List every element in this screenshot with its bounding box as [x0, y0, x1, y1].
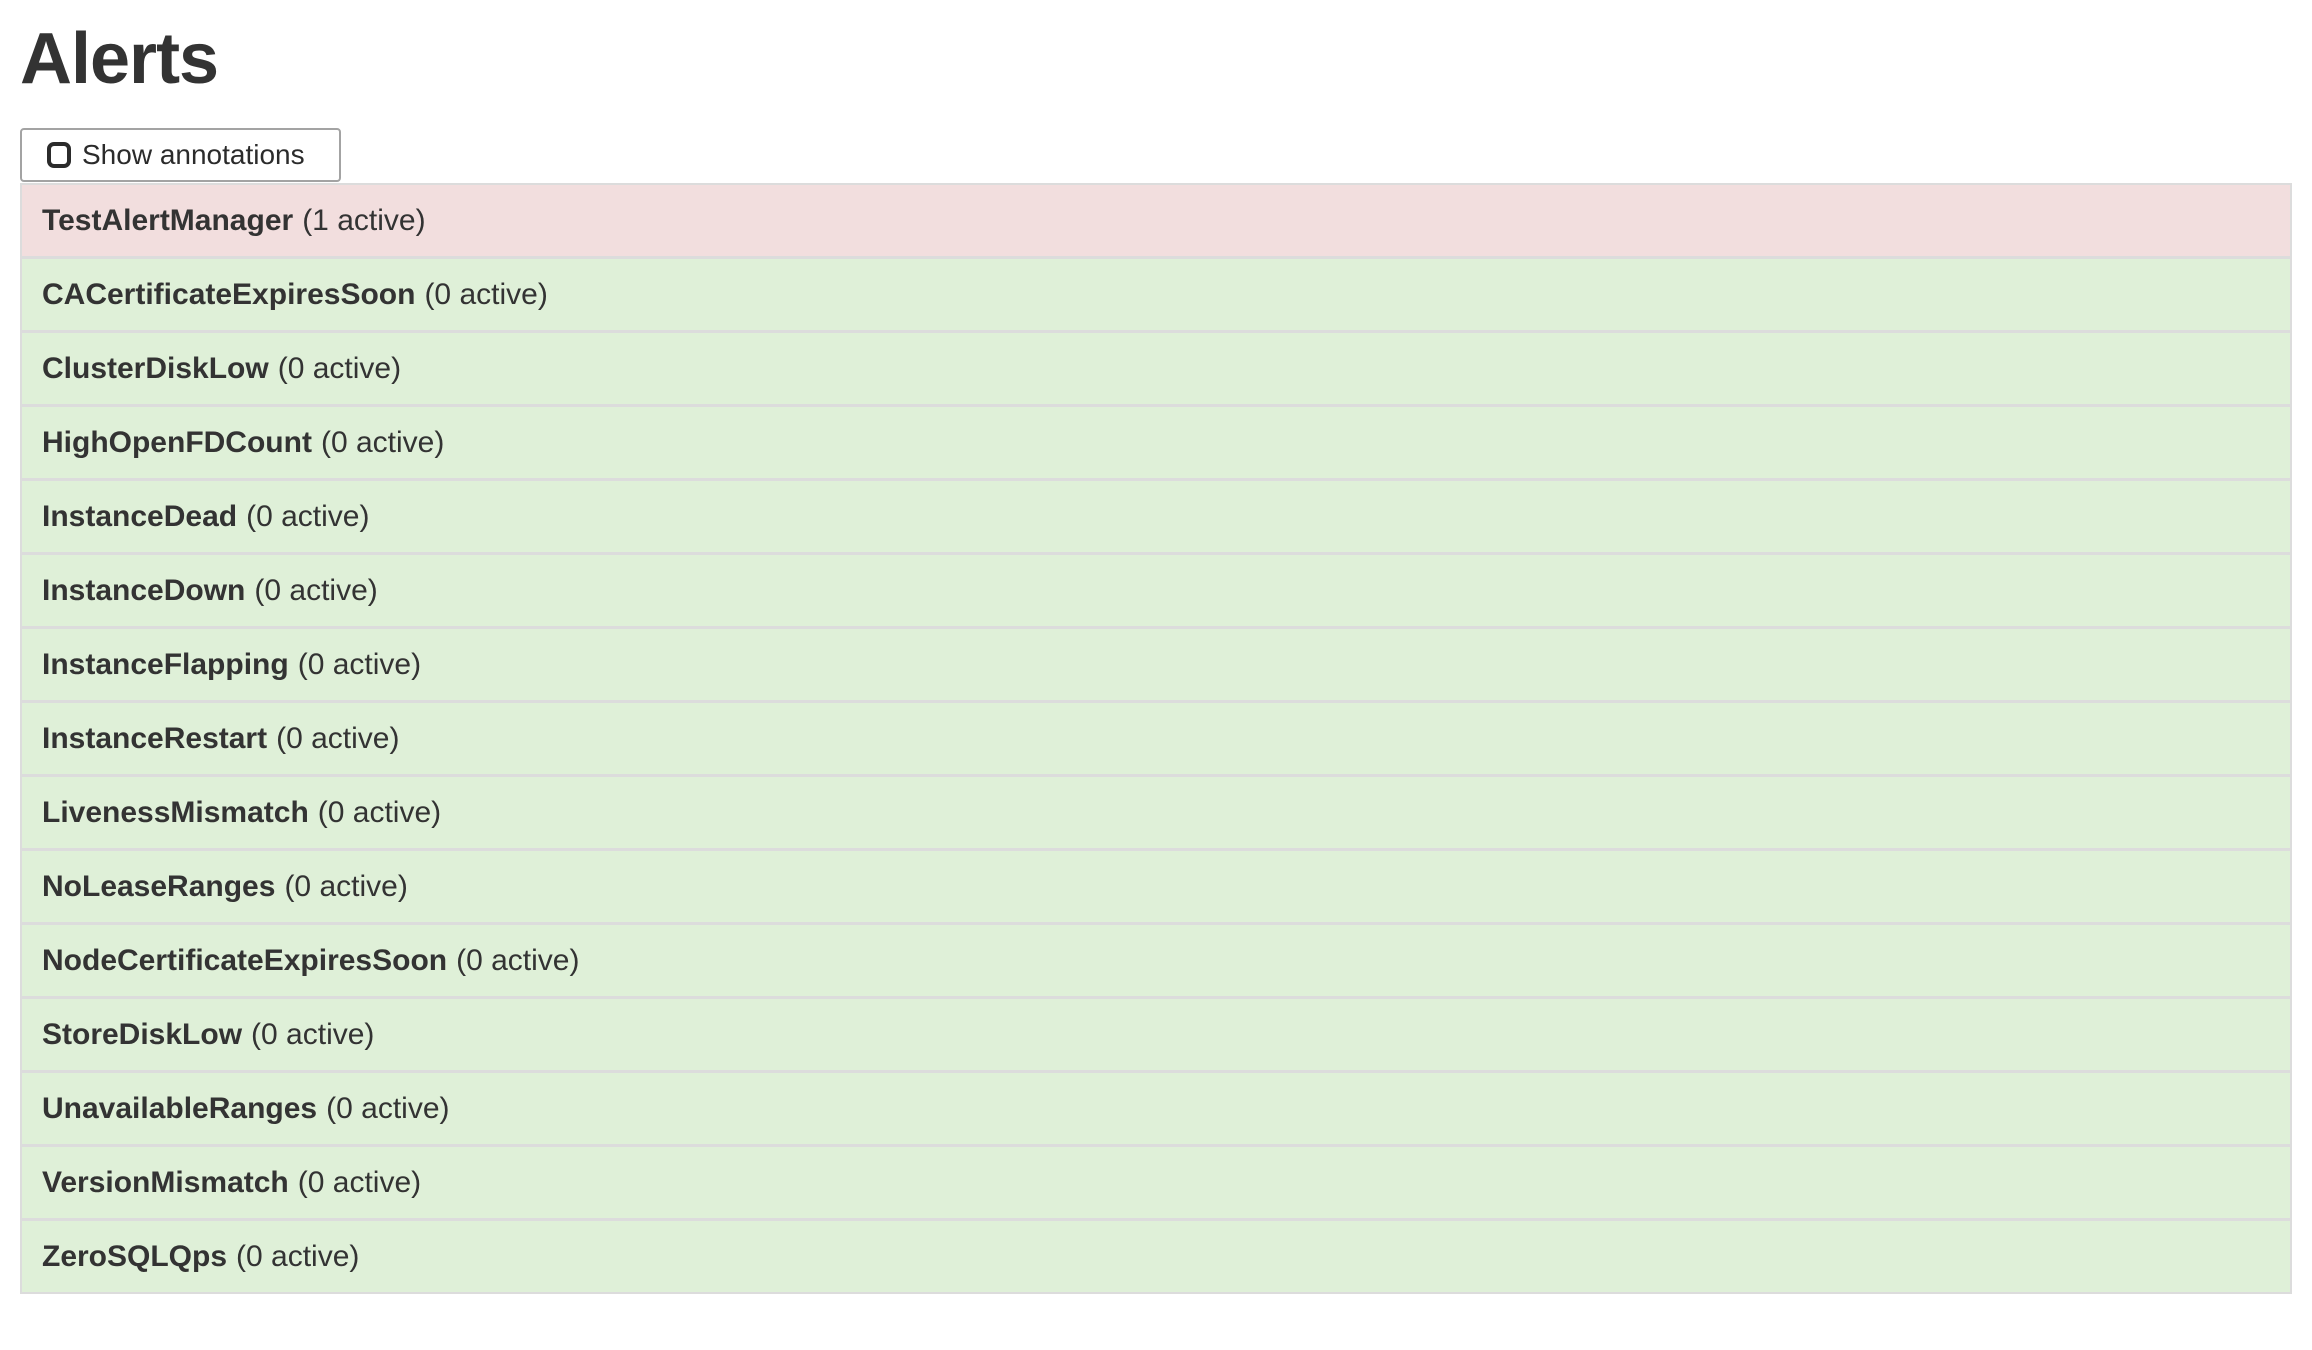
alert-name: NoLeaseRanges: [42, 870, 276, 903]
alert-count: (0 active): [297, 1166, 422, 1199]
alert-count: (0 active): [320, 426, 445, 459]
alert-count: (0 active): [456, 944, 580, 977]
alert-row[interactable]: UnavailableRanges (0 active): [22, 1073, 2290, 1144]
alert-row[interactable]: TestAlertManager (1 active): [22, 185, 2290, 256]
alert-count: (1 active): [302, 204, 426, 237]
alert-count: (0 active): [276, 722, 400, 755]
alert-count: (0 active): [317, 796, 442, 829]
alert-row[interactable]: InstanceDown (0 active): [22, 555, 2290, 626]
alert-count: (0 active): [297, 648, 422, 681]
checkbox-unchecked-icon[interactable]: [47, 142, 71, 168]
alert-count: (0 active): [277, 352, 402, 385]
alert-name: ZeroSQLQps: [42, 1240, 228, 1273]
alert-name: LivenessMismatch: [42, 796, 309, 829]
alert-row[interactable]: InstanceDead (0 active): [22, 481, 2290, 552]
alert-row[interactable]: LivenessMismatch (0 active): [22, 777, 2290, 848]
alert-name: CACertificateExpiresSoon: [42, 278, 416, 311]
alert-count: (0 active): [284, 870, 408, 903]
alert-row[interactable]: StoreDiskLow (0 active): [22, 999, 2290, 1070]
alerts-list: TestAlertManager (1 active) CACertificate…: [20, 183, 2292, 1294]
alert-count: (0 active): [254, 574, 378, 607]
alert-count: (0 active): [424, 278, 548, 311]
page-title: Alerts: [20, 19, 219, 99]
alert-row[interactable]: HighOpenFDCount (0 active): [22, 407, 2290, 478]
alert-name: InstanceRestart: [42, 722, 268, 755]
alert-name: StoreDiskLow: [42, 1018, 243, 1051]
alert-row[interactable]: InstanceRestart (0 active): [22, 703, 2290, 774]
alert-name: NodeCertificateExpiresSoon: [42, 944, 448, 977]
alert-name: InstanceFlapping: [42, 648, 289, 681]
alert-name: UnavailableRanges: [42, 1092, 318, 1125]
alert-count: (0 active): [251, 1018, 375, 1051]
alert-name: ClusterDiskLow: [42, 352, 269, 385]
show-annotations-button[interactable]: Show annotations: [20, 128, 341, 182]
alert-row[interactable]: ZeroSQLQps (0 active): [22, 1221, 2290, 1292]
alert-row[interactable]: NoLeaseRanges (0 active): [22, 851, 2290, 922]
show-annotations-label: Show annotations: [82, 139, 305, 170]
alert-name: TestAlertManager: [42, 204, 294, 237]
alert-row[interactable]: CACertificateExpiresSoon (0 active): [22, 259, 2290, 330]
alert-row[interactable]: InstanceFlapping (0 active): [22, 629, 2290, 700]
alert-count: (0 active): [246, 500, 370, 533]
alert-count: (0 active): [326, 1092, 450, 1125]
alert-row[interactable]: NodeCertificateExpiresSoon (0 active): [22, 925, 2290, 996]
alert-name: HighOpenFDCount: [42, 426, 312, 459]
alert-name: InstanceDead: [42, 500, 238, 533]
alert-name: InstanceDown: [42, 574, 246, 607]
alert-count: (0 active): [236, 1240, 360, 1273]
alert-row[interactable]: VersionMismatch (0 active): [22, 1147, 2290, 1218]
alert-row[interactable]: ClusterDiskLow (0 active): [22, 333, 2290, 404]
alert-name: VersionMismatch: [42, 1166, 289, 1199]
